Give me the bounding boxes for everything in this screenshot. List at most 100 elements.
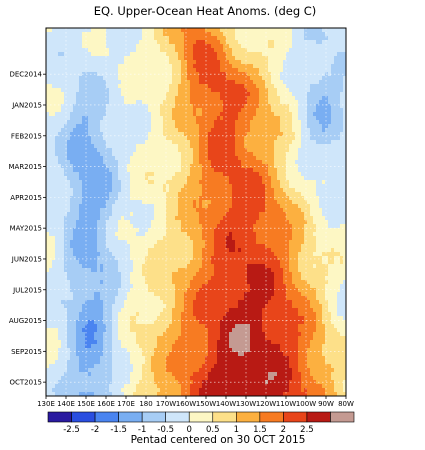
heat-cell xyxy=(208,32,212,37)
heat-cell xyxy=(85,88,89,93)
heat-cell xyxy=(115,160,119,165)
heat-cell xyxy=(130,208,134,213)
heat-cell xyxy=(316,192,320,197)
heat-cell xyxy=(271,188,275,193)
heat-cell xyxy=(241,60,245,65)
heat-cell xyxy=(289,200,293,205)
heat-cell xyxy=(148,44,152,49)
heat-cell xyxy=(334,68,338,73)
chart-title: EQ. Upper-Ocean Heat Anoms. (deg C) xyxy=(94,4,317,18)
heat-cell xyxy=(55,28,59,33)
heat-cell xyxy=(220,44,224,49)
heat-cell xyxy=(328,188,332,193)
heat-cell xyxy=(229,160,233,165)
heat-cell xyxy=(343,180,347,185)
heat-cell xyxy=(325,100,329,105)
heat-cell xyxy=(331,196,335,201)
heat-cell xyxy=(88,148,92,153)
heat-cell xyxy=(313,64,317,69)
heat-cell xyxy=(190,216,194,221)
heat-cell xyxy=(301,60,305,65)
heat-cell xyxy=(130,212,134,217)
heat-cell xyxy=(148,124,152,129)
heat-cell xyxy=(337,200,341,205)
heat-cell xyxy=(208,128,212,133)
heat-cell xyxy=(97,84,101,89)
heat-cell xyxy=(220,28,224,33)
heat-cell xyxy=(301,148,305,153)
heat-cell xyxy=(232,172,236,177)
heat-cell xyxy=(220,224,224,229)
heat-cell xyxy=(289,108,293,113)
heat-cell xyxy=(313,80,317,85)
heat-cell xyxy=(88,44,92,49)
heat-cell xyxy=(49,160,53,165)
heat-cell xyxy=(100,208,104,213)
heat-cell xyxy=(64,204,68,209)
heat-cell xyxy=(181,36,185,41)
heat-cell xyxy=(94,196,98,201)
heat-cell xyxy=(85,200,89,205)
heat-cell xyxy=(139,124,143,129)
heat-cell xyxy=(133,148,137,153)
heat-cell xyxy=(157,212,161,217)
heat-cell xyxy=(100,220,104,225)
heat-cell xyxy=(157,52,161,57)
heat-cell xyxy=(76,52,80,57)
heat-cell xyxy=(61,144,65,149)
heat-cell xyxy=(328,172,332,177)
heat-cell xyxy=(91,100,95,105)
heat-cell xyxy=(136,28,140,33)
heat-cell xyxy=(181,160,185,165)
heat-cell xyxy=(202,188,206,193)
heat-cell xyxy=(46,72,50,77)
heat-cell xyxy=(163,40,167,45)
heat-cell xyxy=(217,132,221,137)
heat-cell xyxy=(229,152,233,157)
heat-cell xyxy=(91,32,95,37)
heat-cell xyxy=(91,116,95,121)
heat-cell xyxy=(187,200,191,205)
heat-cell xyxy=(130,100,134,105)
heat-cell xyxy=(76,100,80,105)
heat-cell xyxy=(82,60,86,65)
heat-cell xyxy=(172,116,176,121)
heat-cell xyxy=(229,180,233,185)
heat-cell xyxy=(325,76,329,81)
heat-cell xyxy=(214,172,218,177)
heat-cell xyxy=(58,180,62,185)
heat-cell xyxy=(112,200,116,205)
heat-cell xyxy=(124,40,128,45)
heat-cell xyxy=(94,212,98,217)
heat-cell xyxy=(226,100,230,105)
heat-cell xyxy=(319,64,323,69)
heat-cell xyxy=(319,176,323,181)
heat-cell xyxy=(127,140,131,145)
heat-cell xyxy=(334,184,338,189)
heat-cell xyxy=(109,116,113,121)
heat-cell xyxy=(316,160,320,165)
heat-cell xyxy=(115,52,119,57)
heat-cell xyxy=(79,184,83,189)
heat-cell xyxy=(178,208,182,213)
heat-cell xyxy=(184,200,188,205)
heat-cell xyxy=(157,104,161,109)
heat-cell xyxy=(127,204,131,209)
heat-cell xyxy=(163,96,167,101)
heat-cell xyxy=(148,40,152,45)
heat-cell xyxy=(130,48,134,53)
heat-cell xyxy=(175,204,179,209)
heat-cell xyxy=(253,92,257,97)
heat-cell xyxy=(151,216,155,221)
heat-cell xyxy=(226,152,230,157)
heat-cell xyxy=(79,148,83,153)
heat-cell xyxy=(106,120,110,125)
heat-cell xyxy=(316,152,320,157)
heat-cell xyxy=(316,204,320,209)
heat-cell xyxy=(193,176,197,181)
heat-cell xyxy=(73,176,77,181)
heat-cell xyxy=(76,152,80,157)
heat-cell xyxy=(325,208,329,213)
heat-cell xyxy=(283,180,287,185)
heat-cell xyxy=(310,72,314,77)
